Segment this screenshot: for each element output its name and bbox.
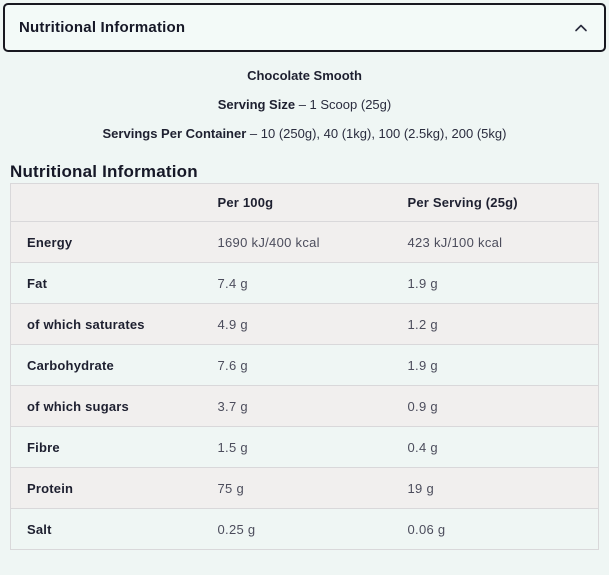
- table-header-row: Per 100g Per Serving (25g): [10, 183, 599, 222]
- table-row: Fat 7.4 g 1.9 g: [10, 262, 599, 304]
- nutrient-name: Energy: [10, 221, 218, 263]
- nutrient-per-100g-value: 7.4 g: [217, 262, 408, 304]
- accordion-title: Nutritional Information: [19, 19, 186, 36]
- nutrient-per-serving-value: 1.2 g: [407, 303, 599, 345]
- nutrient-per-100g-value: 7.6 g: [217, 344, 408, 386]
- nutrient-per-serving-value: 0.4 g: [407, 426, 599, 468]
- column-header-empty: [10, 183, 218, 222]
- chevron-up-icon[interactable]: [574, 23, 588, 33]
- nutrient-per-serving-value: 19 g: [407, 467, 599, 509]
- column-header-per-100g: Per 100g: [217, 183, 408, 222]
- nutrient-per-100g-value: 1690 kJ/400 kcal: [217, 221, 408, 263]
- nutrient-per-serving-value: 423 kJ/100 kcal: [407, 221, 599, 263]
- nutrition-table: Per 100g Per Serving (25g) Energy 1690 k…: [10, 183, 599, 550]
- nutrient-per-serving-value: 1.9 g: [407, 344, 599, 386]
- nutrient-per-100g-value: 75 g: [217, 467, 408, 509]
- table-row: Energy 1690 kJ/400 kcal 423 kJ/100 kcal: [10, 221, 599, 263]
- column-header-per-serving: Per Serving (25g): [407, 183, 599, 222]
- page-title: Nutritional Information: [10, 162, 198, 181]
- nutrient-name: Protein: [10, 467, 218, 509]
- nutritional-information-accordion-header[interactable]: Nutritional Information: [3, 3, 606, 52]
- product-serving-summary: Chocolate Smooth Serving Size – 1 Scoop …: [0, 52, 609, 141]
- table-row: of which sugars 3.7 g 0.9 g: [10, 385, 599, 427]
- servings-per-container-value: – 10 (250g), 40 (1kg), 100 (2.5kg), 200 …: [249, 126, 507, 141]
- servings-per-container-line: Servings Per Container – 10 (250g), 40 (…: [0, 126, 609, 141]
- table-row: Protein 75 g 19 g: [10, 467, 599, 509]
- nutrient-name: Carbohydrate: [10, 344, 218, 386]
- table-row: Carbohydrate 7.6 g 1.9 g: [10, 344, 599, 386]
- nutrient-per-100g-value: 4.9 g: [217, 303, 408, 345]
- table-row: Fibre 1.5 g 0.4 g: [10, 426, 599, 468]
- serving-size-label: Serving Size: [217, 97, 296, 112]
- nutrient-name: of which sugars: [10, 385, 218, 427]
- nutrition-table-body: Energy 1690 kJ/400 kcal 423 kJ/100 kcal …: [10, 221, 599, 550]
- nutrient-per-serving-value: 0.9 g: [407, 385, 599, 427]
- nutrient-per-100g-value: 3.7 g: [217, 385, 408, 427]
- nutrient-name: Fibre: [10, 426, 218, 468]
- nutrient-name: Fat: [10, 262, 218, 304]
- table-row: Salt 0.25 g 0.06 g: [10, 508, 599, 550]
- nutrient-per-100g-value: 1.5 g: [217, 426, 408, 468]
- nutrient-per-serving-value: 1.9 g: [407, 262, 599, 304]
- nutrient-name: Salt: [10, 508, 218, 550]
- flavour-name-text: Chocolate Smooth: [247, 68, 362, 83]
- serving-size-value: – 1 Scoop (25g): [298, 97, 392, 112]
- table-row: of which saturates 4.9 g 1.2 g: [10, 303, 599, 345]
- serving-size-line: Serving Size – 1 Scoop (25g): [0, 97, 609, 112]
- servings-per-container-label: Servings Per Container: [102, 126, 247, 141]
- nutrient-per-serving-value: 0.06 g: [407, 508, 599, 550]
- nutrient-per-100g-value: 0.25 g: [217, 508, 408, 550]
- nutrient-name: of which saturates: [10, 303, 218, 345]
- flavour-name: Chocolate Smooth: [0, 68, 609, 83]
